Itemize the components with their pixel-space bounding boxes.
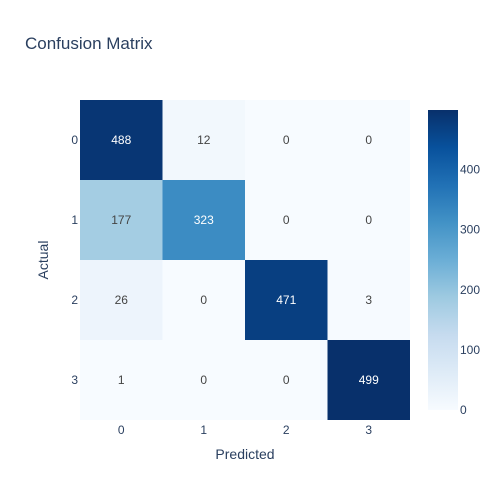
- heatmap-cell-label: 0: [283, 373, 290, 387]
- x-axis-title: Predicted: [215, 446, 274, 462]
- heatmap-cell: [162, 180, 245, 260]
- heatmap-cell-label: 471: [276, 293, 296, 307]
- heatmap-cell-label: 499: [359, 373, 379, 387]
- heatmap-cell-label: 0: [283, 213, 290, 227]
- y-axis-title: Actual: [35, 241, 51, 280]
- heatmap-cell-label: 488: [111, 133, 131, 147]
- heatmap-cell: [245, 100, 328, 180]
- heatmap-cell-label: 26: [115, 293, 129, 307]
- heatmap-cell: [245, 260, 328, 340]
- heatmap-cell-labels: 488 12 0 0 177 323 0 0 26 0 471 3 1 0 0 499: [111, 133, 379, 387]
- heatmap-cell: [80, 340, 163, 420]
- heatmap-cell: [80, 180, 163, 260]
- colorbar-tick-label: 400: [460, 163, 480, 177]
- heatmap-cell: [327, 180, 410, 260]
- colorbar-ticks: 0 100 200 300 400: [460, 163, 480, 417]
- x-tick-label: 2: [283, 423, 290, 437]
- y-tick-label: 1: [71, 213, 78, 227]
- colorbar: [428, 110, 458, 410]
- heatmap-cell: [162, 100, 245, 180]
- heatmap-cell-label: 0: [365, 133, 372, 147]
- heatmap-cell: [80, 100, 163, 180]
- chart-title: Confusion Matrix: [25, 34, 153, 53]
- x-tick-label: 3: [365, 423, 372, 437]
- heatmap-cells: [80, 100, 410, 420]
- x-tick-label: 1: [200, 423, 207, 437]
- heatmap-cell-label: 1: [118, 373, 125, 387]
- colorbar-tick-label: 300: [460, 223, 480, 237]
- heatmap-cell-label: 323: [194, 213, 214, 227]
- heatmap-cell-label: 0: [283, 133, 290, 147]
- heatmap-cell: [162, 340, 245, 420]
- heatmap-cell-label: 12: [197, 133, 211, 147]
- heatmap-cell: [327, 260, 410, 340]
- y-tick-label: 2: [71, 293, 78, 307]
- heatmap-cell: [80, 260, 163, 340]
- y-tick-label: 3: [71, 373, 78, 387]
- y-axis-ticks: 0 1 2 3: [71, 133, 78, 387]
- x-tick-label: 0: [118, 423, 125, 437]
- heatmap-cell: [245, 180, 328, 260]
- heatmap-cell-label: 177: [111, 213, 131, 227]
- heatmap-cell: [162, 260, 245, 340]
- heatmap-cell-label: 3: [365, 293, 372, 307]
- y-tick-label: 0: [71, 133, 78, 147]
- colorbar-tick-label: 200: [460, 283, 480, 297]
- heatmap-cell-label: 0: [365, 213, 372, 227]
- heatmap-cell: [245, 340, 328, 420]
- heatmap-cell-label: 0: [200, 373, 207, 387]
- colorbar-tick-label: 0: [460, 403, 467, 417]
- x-axis-ticks: 0 1 2 3: [118, 423, 373, 437]
- heatmap-cell-label: 0: [200, 293, 207, 307]
- heatmap-cell: [327, 340, 410, 420]
- heatmap-cell: [327, 100, 410, 180]
- colorbar-tick-label: 100: [460, 343, 480, 357]
